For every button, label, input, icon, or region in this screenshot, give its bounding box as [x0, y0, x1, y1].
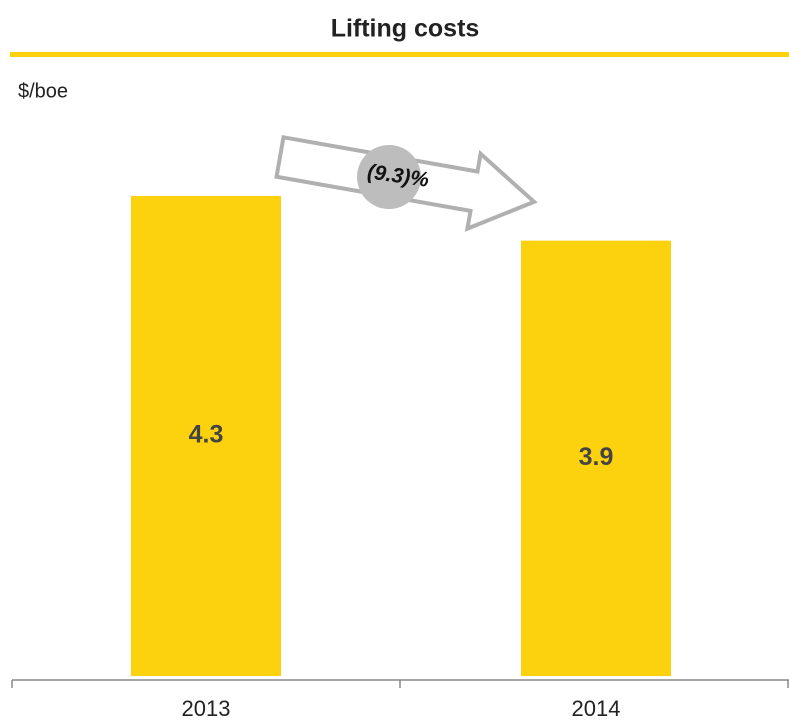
bar	[131, 196, 281, 676]
x-tick-label: 2014	[572, 696, 621, 721]
change-badge	[357, 145, 421, 209]
value-label: 4.3	[189, 421, 224, 449]
bar	[521, 240, 671, 676]
title-rule	[10, 52, 789, 57]
x-tick-label: 2013	[182, 696, 231, 721]
bars	[131, 196, 671, 676]
value-label: 3.9	[579, 443, 614, 471]
chart-title: Lifting costs	[331, 15, 480, 43]
unit-label: $/boe	[18, 80, 68, 102]
